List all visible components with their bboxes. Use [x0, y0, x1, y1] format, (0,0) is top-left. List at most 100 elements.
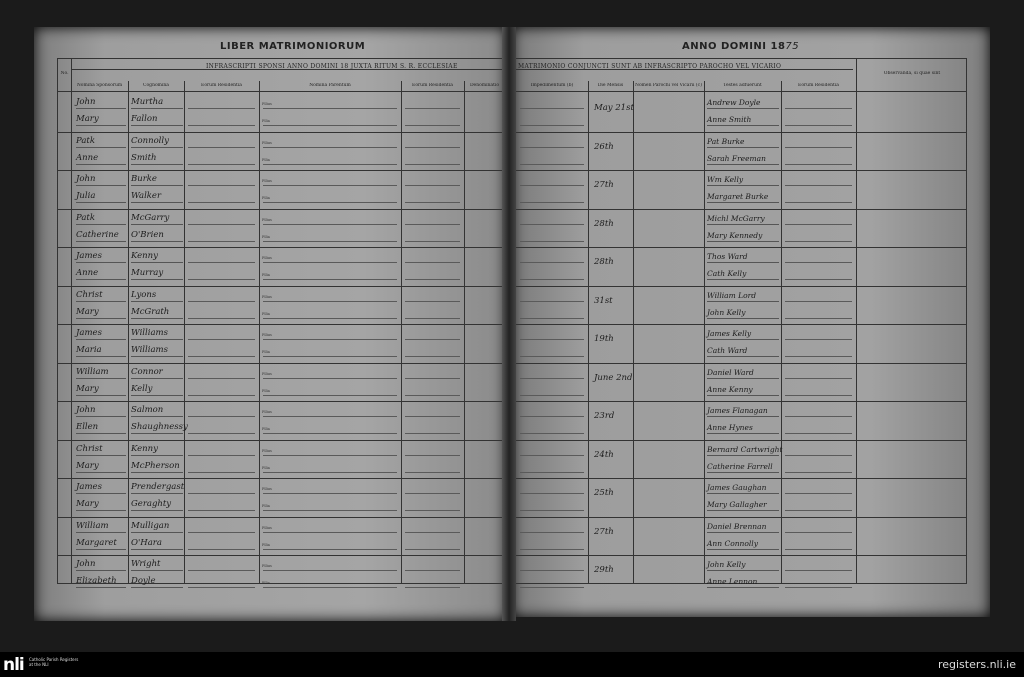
entry-line — [263, 454, 397, 456]
entry-line — [520, 510, 584, 511]
bride-surname: Doyle — [131, 576, 183, 588]
filius-label: Filius — [262, 179, 272, 183]
entry-line — [188, 493, 255, 494]
bride-surname: O'Brien — [131, 230, 183, 242]
filia-label: Filia — [262, 465, 270, 470]
logo-text: Catholic Parish Registers at the NLI — [29, 657, 79, 667]
marriage-date: 25th — [594, 488, 614, 498]
row-rule — [58, 555, 503, 556]
filia-label: Filia — [262, 581, 270, 585]
groom-surname: Murtha — [131, 97, 183, 109]
row-rule — [58, 170, 503, 171]
entry-line — [520, 223, 584, 225]
book-gutter — [502, 27, 516, 621]
witness-2: Ann Connolly — [707, 538, 779, 550]
filius-label: Filius — [262, 333, 272, 337]
marriage-date: 23rd — [594, 411, 615, 421]
groom-surname: Williams — [131, 328, 183, 340]
marriage-date: 29th — [594, 565, 614, 575]
row-rule — [516, 401, 966, 402]
column-rule — [184, 81, 185, 583]
header-bottom-rule — [516, 91, 966, 92]
entry-line — [405, 531, 460, 533]
entry-line — [785, 356, 852, 357]
column-header: Denominatio — [469, 83, 500, 88]
entry-line — [785, 202, 852, 203]
witness-1: James Flanagan — [707, 405, 779, 417]
entry-line — [785, 416, 852, 417]
bride-surname: Williams — [131, 345, 183, 357]
left-page: LIBER MATRIMONIORUM INFRASCRIPTI SPONSI … — [34, 27, 506, 621]
entry-line — [520, 185, 584, 186]
row-rule — [516, 516, 966, 518]
bride-first-name: Mary — [76, 499, 126, 511]
witness-1: John Kelly — [707, 559, 779, 571]
entry-line — [405, 125, 460, 126]
row-rule — [58, 439, 503, 441]
entry-line — [263, 416, 397, 417]
witness-2: Catherine Farrell — [707, 461, 779, 473]
entry-line — [785, 339, 852, 340]
entry-line — [520, 262, 584, 263]
witness-1: Daniel Brennan — [707, 521, 779, 533]
witness-1: James Gaughan — [707, 482, 779, 494]
filia-label: Filia — [262, 234, 270, 239]
witness-1: Thos Ward — [707, 251, 779, 263]
entry-line — [785, 587, 852, 588]
entry-line — [785, 146, 852, 148]
groom-surname: Burke — [131, 174, 183, 186]
column-header: Eorum Residentia — [798, 83, 839, 88]
filius-label: Filius — [262, 294, 272, 299]
entry-line — [785, 531, 852, 533]
entry-line — [520, 471, 584, 473]
entry-line — [405, 262, 460, 263]
marriage-date: 27th — [594, 526, 614, 537]
entry-line — [405, 300, 460, 302]
bride-first-name: Margaret — [76, 538, 126, 550]
groom-surname: Prendergast — [131, 482, 185, 494]
entry-line — [405, 570, 460, 571]
filia-label: Filia — [262, 273, 270, 277]
witness-1: William Lord — [707, 290, 779, 302]
nli-logo[interactable]: nli — [3, 655, 25, 675]
column-header: Nomen Parochi vel Vicarii (c) — [635, 83, 702, 88]
groom-first-name: Patk — [76, 136, 126, 148]
row-rule — [516, 208, 966, 210]
entry-line — [188, 377, 255, 379]
entry-line — [263, 356, 397, 357]
groom-first-name: John — [76, 174, 126, 186]
column-header: Nomina Sponsorum — [76, 83, 123, 88]
bride-surname: McPherson — [131, 461, 183, 473]
entry-line — [188, 531, 255, 533]
entry-line — [263, 317, 397, 319]
filia-label: Filia — [262, 196, 270, 200]
filia-label: Filia — [262, 542, 270, 547]
groom-first-name: John — [76, 405, 126, 417]
site-link[interactable]: registers.nli.ie — [937, 658, 1016, 671]
entry-line — [263, 279, 397, 280]
column-header: Eorum Residentia — [412, 83, 453, 88]
entry-line — [188, 570, 255, 571]
row-rule — [516, 324, 966, 325]
groom-surname: Kenny — [131, 251, 183, 263]
entry-line — [520, 531, 584, 533]
entry-line — [520, 163, 584, 165]
witness-1: Daniel Ward — [707, 367, 779, 379]
entry-line — [520, 587, 584, 588]
entry-line — [785, 548, 852, 550]
filius-label: Filius — [262, 102, 272, 106]
column-rule — [633, 81, 634, 583]
groom-surname: Connor — [131, 367, 183, 379]
entry-line — [405, 108, 460, 109]
column-rule — [856, 59, 857, 583]
entry-line — [520, 202, 584, 203]
witness-2: Sarah Freeman — [707, 153, 779, 165]
marriage-date: 19th — [594, 334, 614, 344]
entry-line — [405, 416, 460, 417]
bride-first-name: Anne — [76, 153, 126, 165]
witness-1: Michl McGarry — [707, 213, 779, 225]
bride-surname: Walker — [131, 191, 183, 203]
entry-line — [785, 570, 852, 571]
witness-1: Bernard Cartwright — [707, 444, 783, 456]
groom-first-name: William — [76, 367, 126, 379]
